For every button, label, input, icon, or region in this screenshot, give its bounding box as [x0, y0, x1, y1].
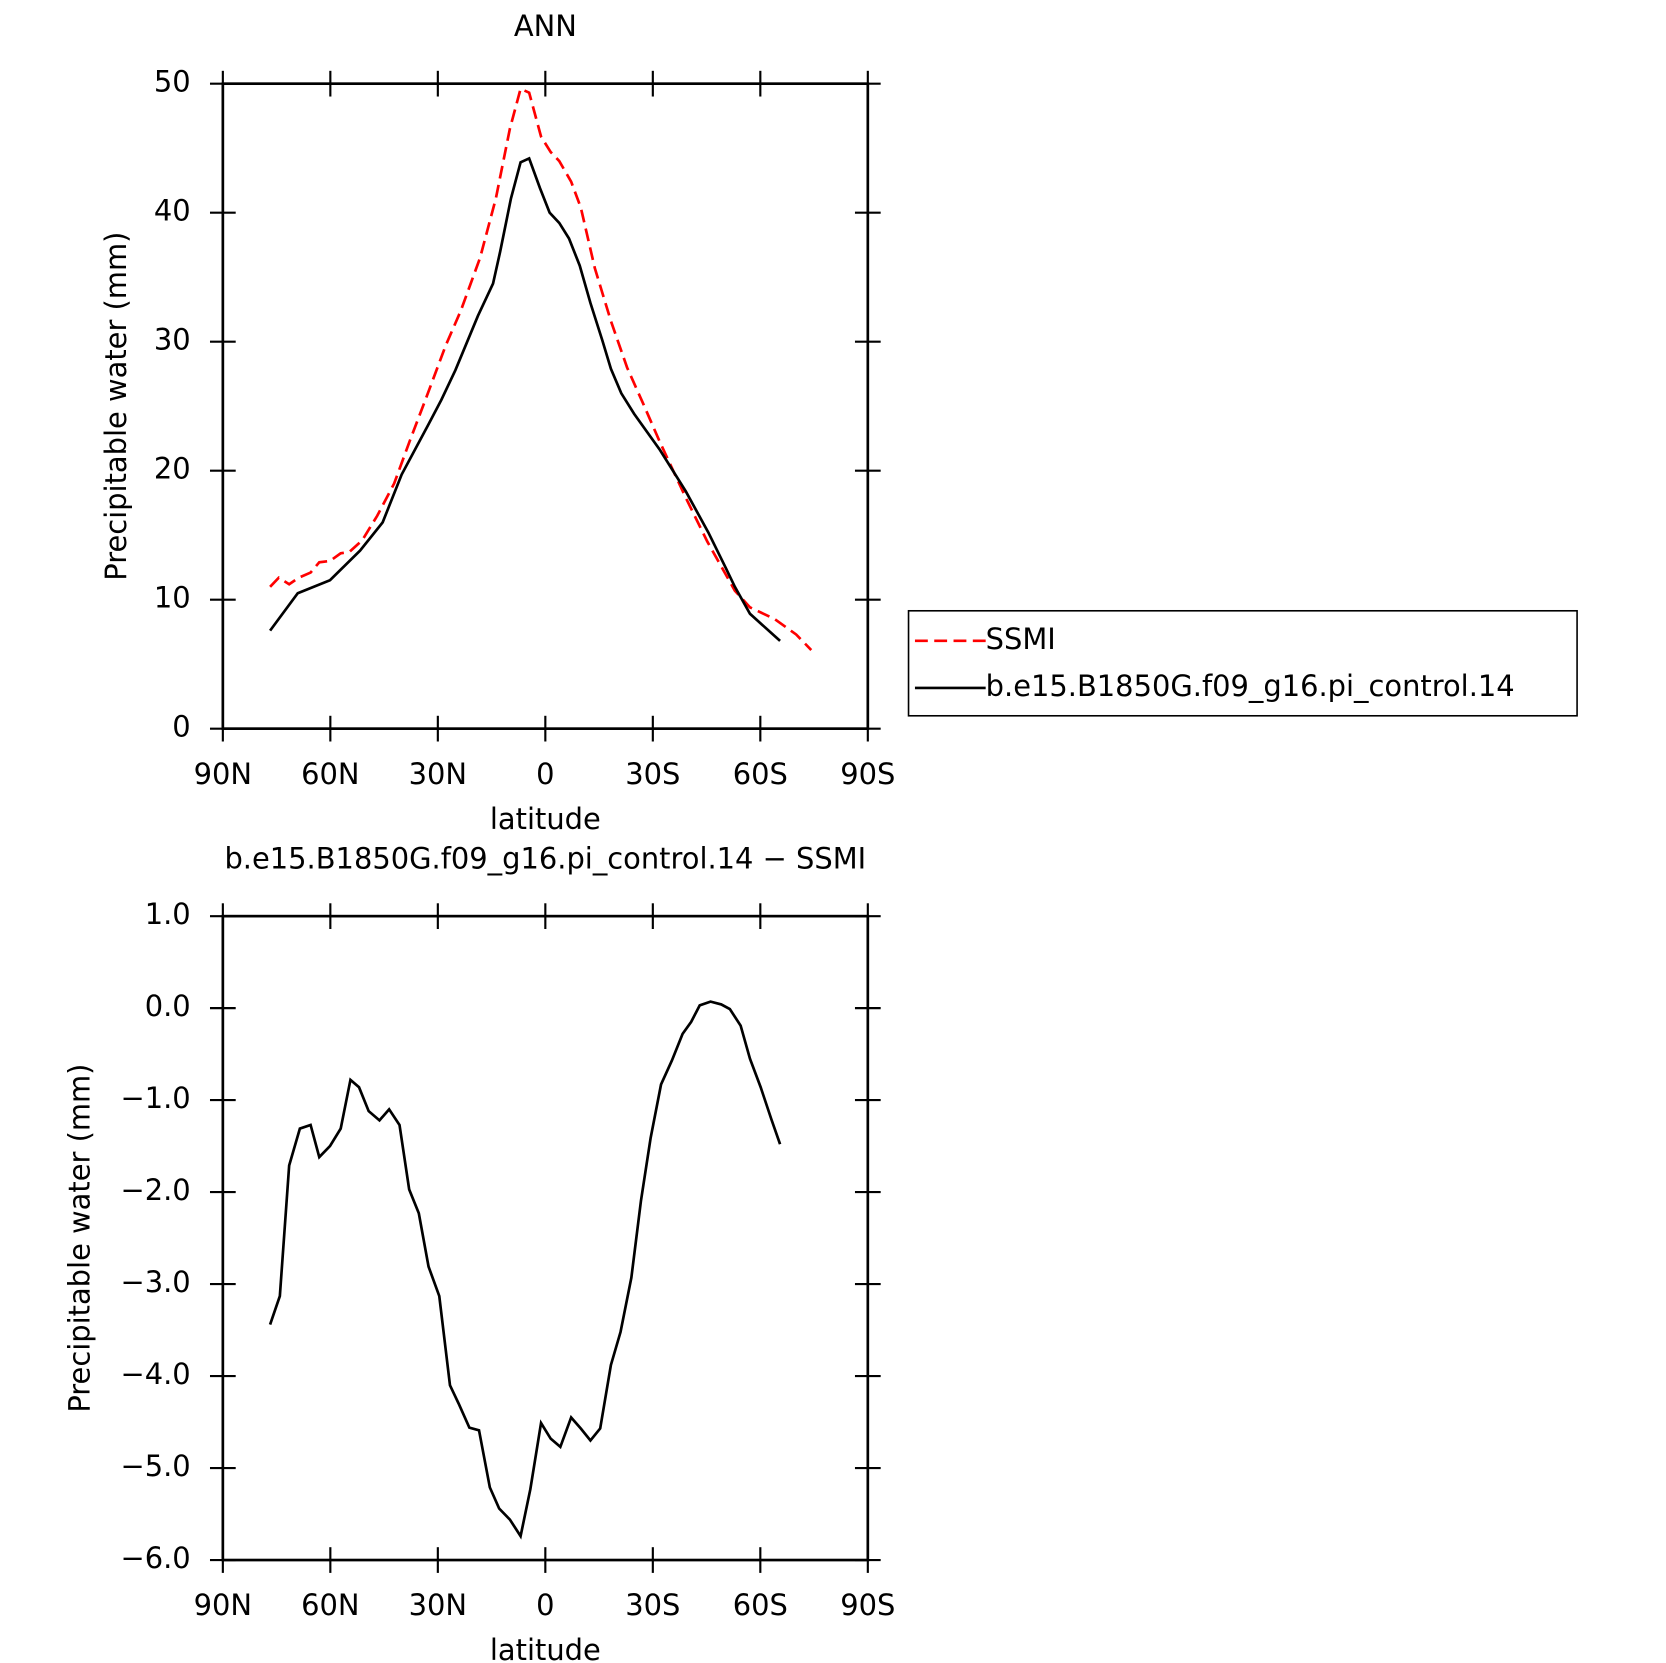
legend-label: b.e15.B1850G.f09_g16.pi_control.14: [986, 669, 1515, 703]
data-line: [268, 1000, 782, 1540]
x-tick-label: 90N: [194, 757, 252, 791]
x-tick-label: 0: [536, 757, 554, 791]
x-tick-label: 30N: [409, 1588, 467, 1622]
x-tick-label: 30S: [625, 1588, 680, 1622]
data-line: [269, 156, 781, 642]
y-tick-label: 0: [172, 710, 190, 744]
y-tick-label: 50: [154, 65, 191, 99]
y-tick-label: 30: [154, 323, 191, 357]
chart-title: b.e15.B1850G.f09_g16.pi_control.14 − SSM…: [224, 841, 866, 875]
y-axis-label: Precipitable water (mm): [62, 1064, 96, 1413]
x-axis-label: latitude: [490, 1633, 601, 1663]
y-tick-label: −4.0: [121, 1357, 191, 1391]
plot-frame: [221, 82, 870, 730]
legend-label: SSMI: [986, 622, 1056, 656]
chart-title: ANN: [514, 9, 577, 43]
x-tick-label: 90N: [194, 1588, 252, 1622]
x-axis-label: latitude: [490, 802, 601, 836]
x-tick-label: 60N: [301, 757, 359, 791]
x-tick-label: 60S: [733, 757, 788, 791]
x-tick-label: 0: [536, 1588, 554, 1622]
y-tick-label: 0.0: [145, 989, 191, 1023]
x-tick-label: 90S: [840, 757, 895, 791]
y-tick-label: −2.0: [121, 1173, 191, 1207]
y-tick-label: 1.0: [145, 897, 191, 931]
x-tick-label: 30S: [625, 757, 680, 791]
y-tick-label: 20: [154, 452, 191, 486]
y-tick-label: −6.0: [121, 1541, 191, 1575]
y-tick-label: −1.0: [121, 1081, 191, 1115]
data-line: [269, 86, 813, 651]
x-tick-label: 60N: [301, 1588, 359, 1622]
x-tick-label: 90S: [840, 1588, 895, 1622]
y-tick-label: 10: [154, 581, 191, 615]
x-tick-label: 60S: [733, 1588, 788, 1622]
y-tick-label: −5.0: [121, 1449, 191, 1483]
x-tick-label: 30N: [409, 757, 467, 791]
legend-box: [907, 609, 1578, 717]
plot-frame: [221, 914, 870, 1562]
y-tick-label: −3.0: [121, 1265, 191, 1299]
y-axis-label: Precipitable water (mm): [99, 232, 133, 581]
y-tick-label: 40: [154, 194, 191, 228]
